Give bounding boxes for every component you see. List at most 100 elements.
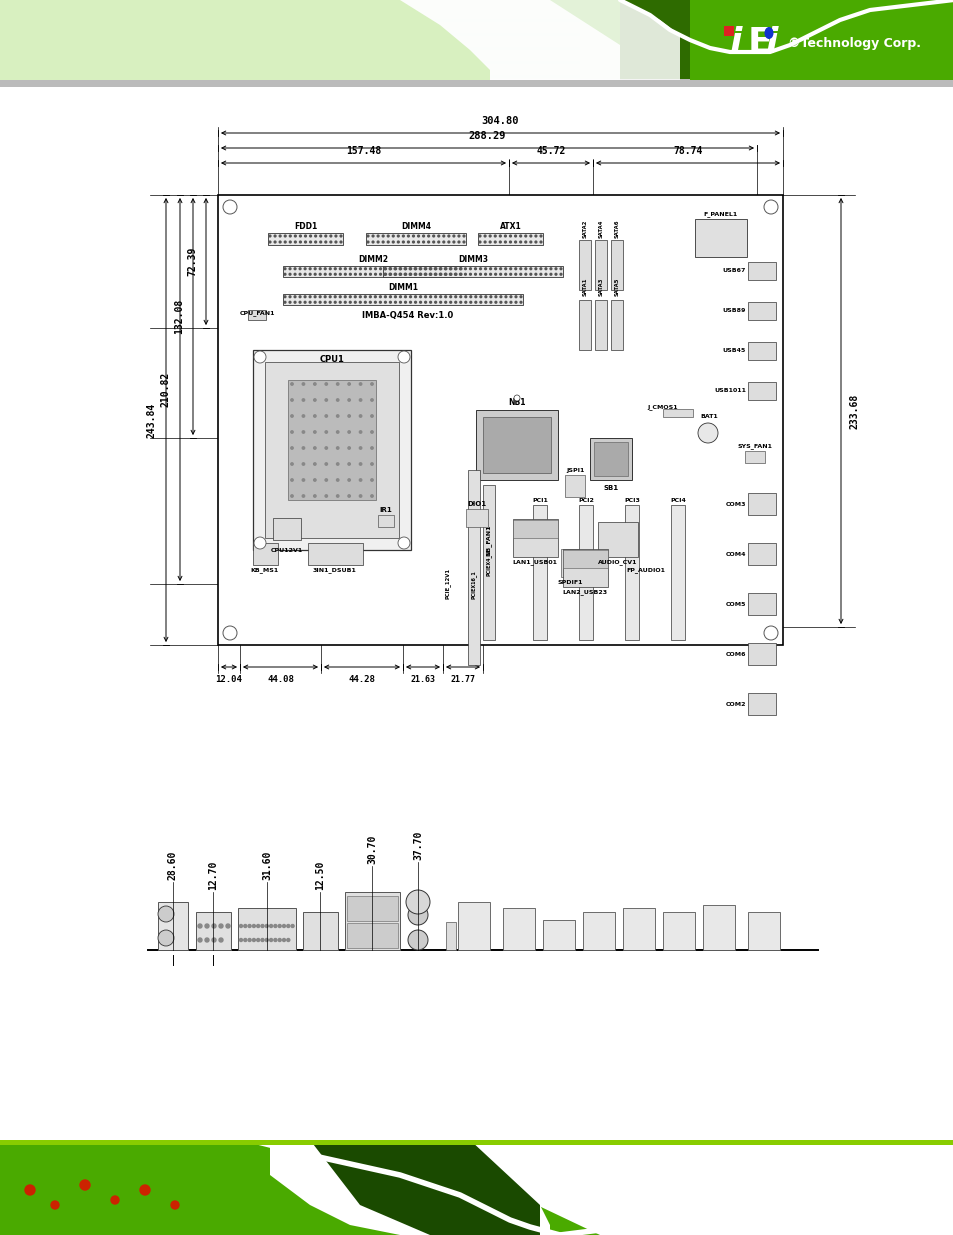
Text: ATX1: ATX1 (499, 222, 521, 231)
Circle shape (544, 268, 546, 269)
Circle shape (336, 415, 338, 417)
Bar (747, 493, 775, 515)
Text: ®Technology Corp.: ®Technology Corp. (787, 37, 920, 49)
Bar (195, 911, 231, 950)
Circle shape (515, 241, 516, 243)
Polygon shape (0, 0, 679, 80)
Circle shape (539, 268, 541, 269)
Circle shape (309, 273, 311, 275)
Bar (446, 923, 456, 950)
Bar (268, 233, 343, 245)
Circle shape (289, 273, 291, 275)
Circle shape (289, 235, 291, 237)
Bar (689, 0, 953, 80)
Circle shape (763, 626, 778, 640)
Circle shape (219, 939, 223, 942)
Circle shape (354, 301, 355, 303)
Circle shape (404, 268, 406, 269)
Circle shape (314, 447, 315, 450)
Circle shape (325, 399, 327, 401)
Circle shape (399, 268, 401, 269)
Circle shape (417, 235, 419, 237)
Circle shape (302, 399, 304, 401)
Circle shape (274, 235, 275, 237)
Circle shape (371, 415, 373, 417)
Text: PCI1: PCI1 (532, 498, 547, 503)
Circle shape (261, 925, 264, 927)
Text: 3IN1_DSUB1: 3IN1_DSUB1 (313, 567, 356, 573)
Text: USB67: USB67 (721, 268, 745, 273)
Circle shape (444, 273, 446, 275)
Circle shape (544, 273, 546, 275)
Circle shape (478, 235, 480, 237)
Bar (598, 522, 638, 557)
Circle shape (434, 268, 436, 269)
Circle shape (439, 268, 441, 269)
Circle shape (474, 268, 476, 269)
Circle shape (412, 241, 414, 243)
Circle shape (339, 273, 341, 275)
Circle shape (261, 939, 264, 941)
Circle shape (278, 925, 281, 927)
Text: 304.80: 304.80 (481, 116, 518, 126)
Bar (564, 475, 584, 496)
Circle shape (205, 939, 209, 942)
Circle shape (302, 383, 304, 385)
Circle shape (299, 268, 300, 269)
Circle shape (442, 241, 444, 243)
Circle shape (289, 296, 291, 298)
Circle shape (330, 235, 332, 237)
Bar (345, 892, 399, 950)
Circle shape (399, 296, 401, 298)
Circle shape (535, 241, 537, 243)
Circle shape (248, 939, 251, 941)
Circle shape (314, 383, 315, 385)
Circle shape (479, 268, 481, 269)
Circle shape (479, 296, 481, 298)
Text: COM4: COM4 (724, 552, 745, 557)
Text: i: i (765, 26, 778, 61)
Text: CPU12V1: CPU12V1 (271, 548, 303, 553)
Circle shape (359, 431, 361, 433)
Circle shape (319, 235, 321, 237)
Circle shape (309, 268, 311, 269)
Circle shape (325, 447, 327, 450)
Circle shape (424, 268, 426, 269)
Bar (747, 911, 780, 950)
Circle shape (330, 241, 332, 243)
Bar (347, 923, 397, 948)
Text: COM6: COM6 (724, 652, 745, 657)
Circle shape (279, 235, 281, 237)
Circle shape (464, 296, 466, 298)
Circle shape (314, 273, 315, 275)
Circle shape (371, 463, 373, 466)
Circle shape (535, 268, 537, 269)
Circle shape (698, 424, 718, 443)
Circle shape (444, 273, 446, 275)
Circle shape (429, 268, 431, 269)
Bar (747, 262, 775, 280)
Text: i: i (729, 26, 741, 61)
Circle shape (212, 939, 215, 942)
Circle shape (299, 273, 300, 275)
Circle shape (504, 235, 506, 237)
Circle shape (464, 273, 466, 275)
Bar (702, 905, 734, 950)
Circle shape (336, 383, 338, 385)
Circle shape (324, 296, 326, 298)
Bar (0, 61, 579, 64)
Circle shape (274, 939, 276, 941)
Circle shape (449, 268, 451, 269)
Circle shape (419, 273, 420, 275)
Circle shape (395, 273, 396, 275)
Circle shape (495, 268, 496, 269)
Circle shape (304, 301, 306, 303)
Bar (695, 219, 746, 257)
Circle shape (289, 268, 291, 269)
Circle shape (509, 268, 511, 269)
Circle shape (550, 273, 551, 275)
Circle shape (439, 273, 441, 275)
Circle shape (389, 301, 391, 303)
Polygon shape (310, 1140, 539, 1235)
Circle shape (325, 463, 327, 466)
